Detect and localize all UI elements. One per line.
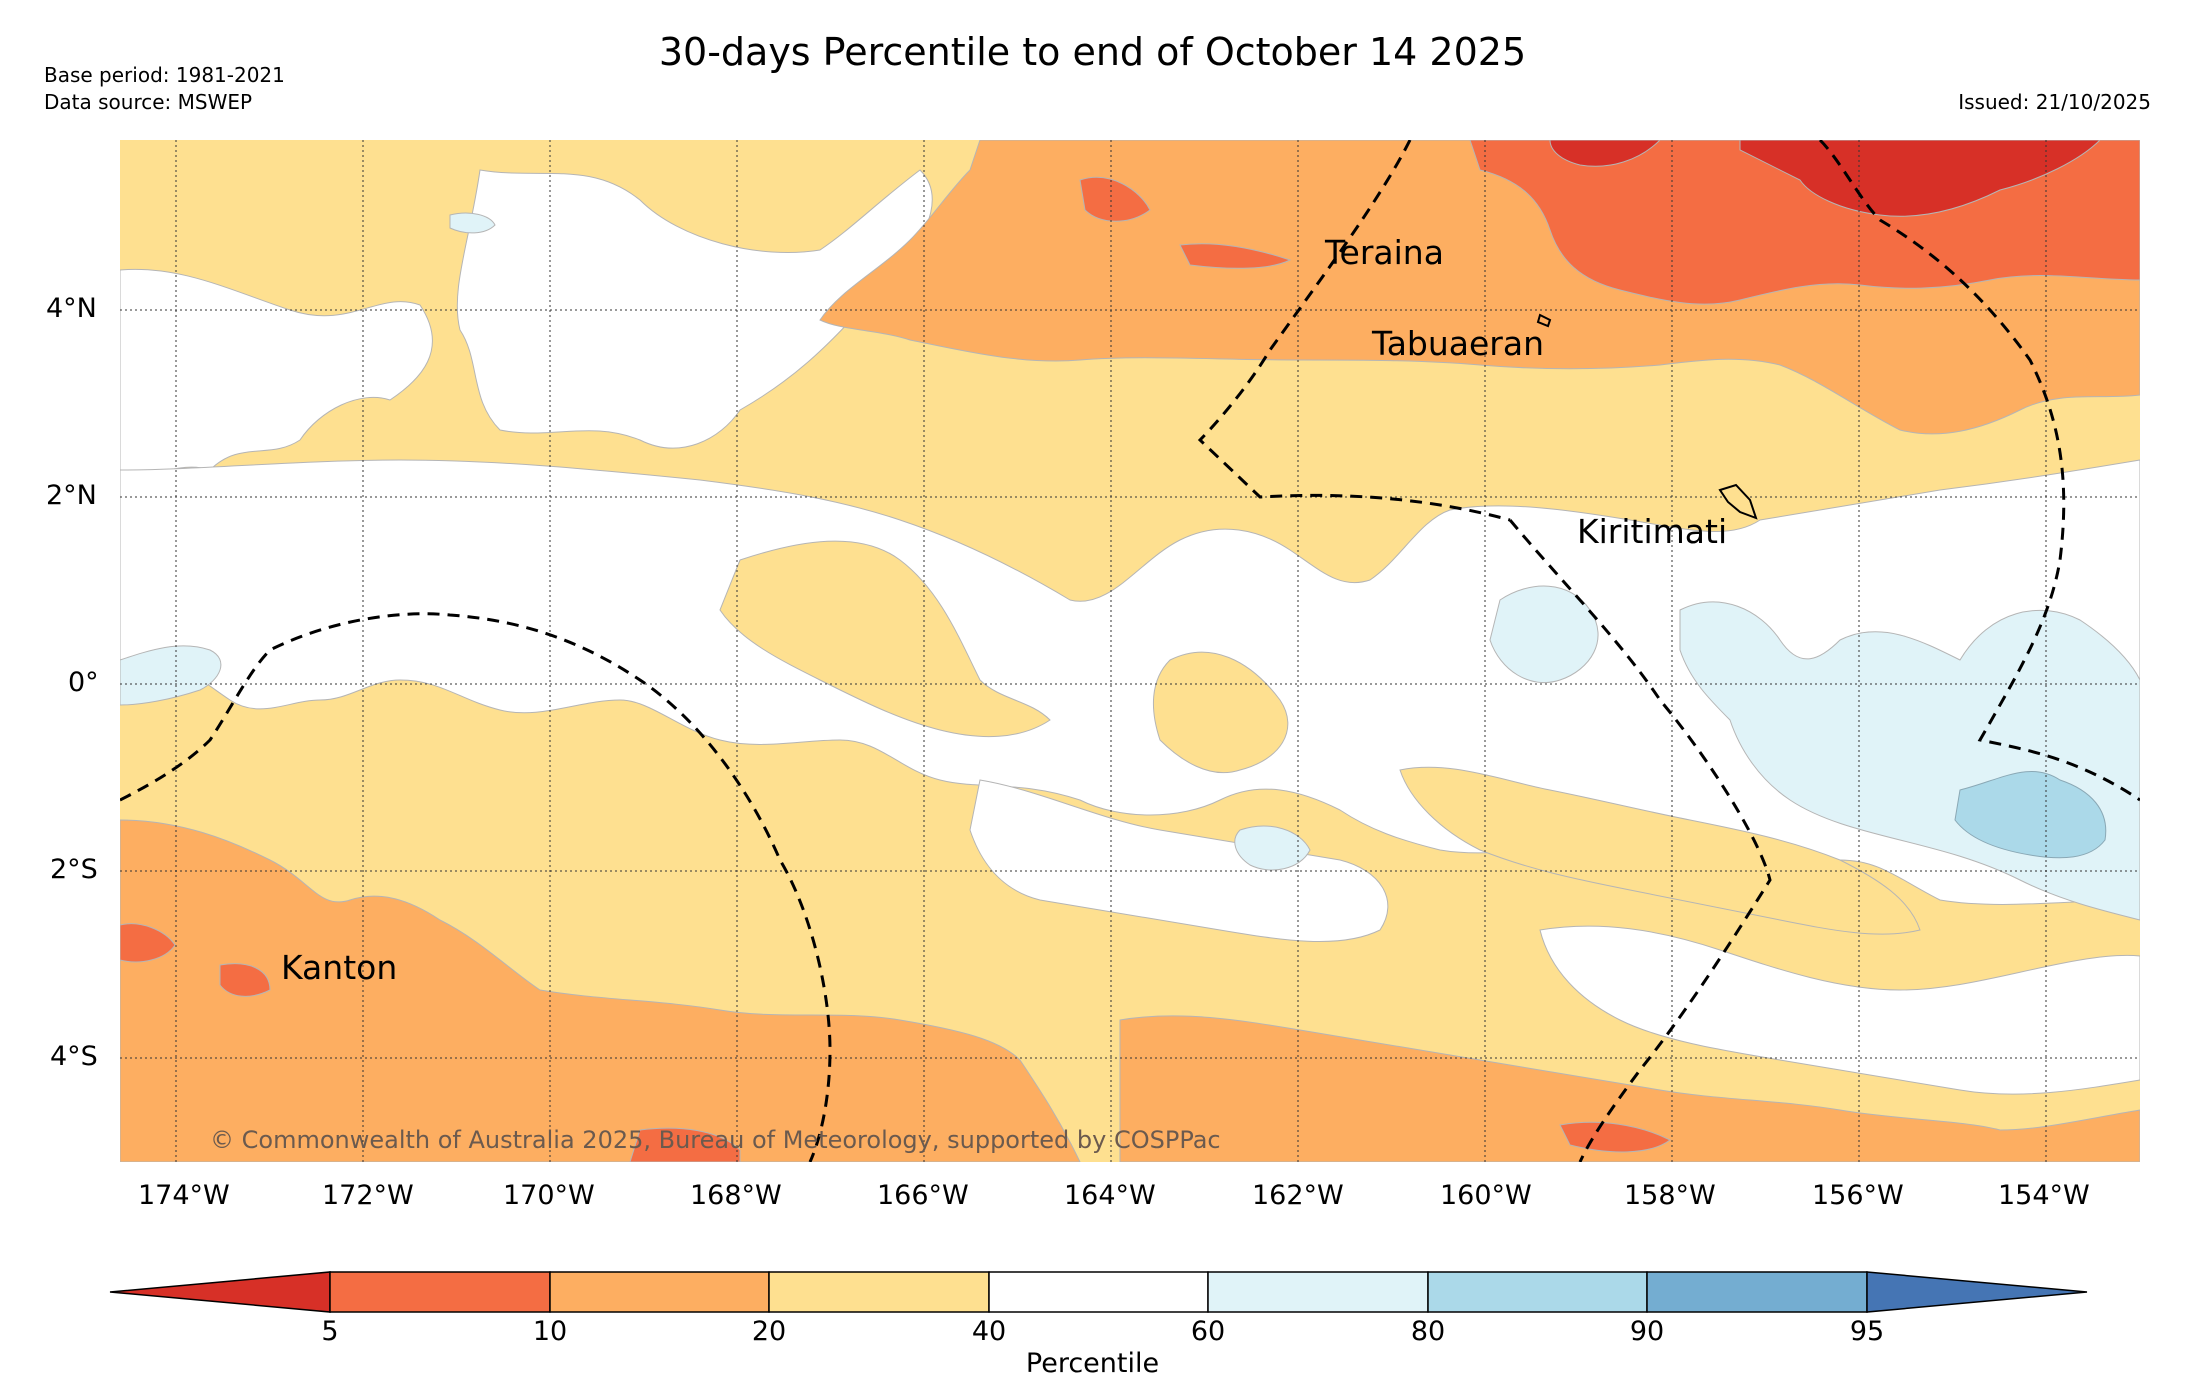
data-source-label: Data source: MSWEP — [44, 90, 253, 114]
map-gridlines — [120, 140, 2140, 1162]
lat-tick-label: 2°N — [46, 480, 97, 511]
kiritimati-island-outline — [1718, 483, 1758, 520]
eez-line-phoenix — [120, 612, 832, 1162]
lon-tick-label: 168°W — [690, 1180, 782, 1211]
lon-tick-label: 154°W — [1998, 1180, 2090, 1211]
eez-line-line-islands-north — [1197, 140, 1511, 522]
colorbar-tick-label: 60 — [1190, 1316, 1226, 1347]
base-period-label: Base period: 1981-2021 — [44, 63, 285, 87]
colorbar-tick-label: 40 — [971, 1316, 1007, 1347]
map-title: 30-days Percentile to end of October 14 … — [658, 30, 1527, 74]
colorbar-tick-label: 10 — [532, 1316, 568, 1347]
eez-line-line-islands-main — [1508, 519, 1772, 1162]
colorbar-segment-20-40 — [768, 1271, 990, 1313]
colorbar-segment-5-10 — [329, 1271, 551, 1313]
lat-tick-label: 4°S — [50, 1041, 98, 1072]
zone-10-20-southwest — [120, 819, 1081, 1162]
colorbar-segment-above-95 — [1866, 1271, 2088, 1313]
copyright-notice: © Commonwealth of Australia 2025, Bureau… — [210, 1126, 1221, 1154]
zone-below-5-north — [1549, 140, 1661, 167]
colorbar-segment-40-60 — [988, 1271, 1209, 1313]
issued-date-label: Issued: 21/10/2025 — [1958, 90, 2151, 114]
lon-tick-label: 172°W — [322, 1180, 414, 1211]
zone-5-10-west — [120, 923, 176, 963]
colorbar-title: Percentile — [1025, 1348, 1160, 1379]
place-label-teraina: Teraina — [1325, 233, 1444, 272]
zone-40-60-southeast — [1539, 925, 2140, 1095]
zone-60-80-west — [120, 645, 222, 706]
zone-20-40-central-blob — [1152, 651, 1289, 774]
lat-tick-label: 2°S — [50, 854, 98, 885]
colorbar-tick-label: 5 — [321, 1316, 339, 1347]
zone-60-80-south-small — [1234, 825, 1311, 871]
colorbar-segment-below-5 — [109, 1271, 331, 1313]
lon-tick-label: 156°W — [1812, 1180, 1904, 1211]
eez-boundaries — [120, 140, 2140, 1162]
colorbar — [109, 1271, 2088, 1313]
zone-40-60-south-center — [969, 779, 1389, 942]
zone-20-40-central-island — [719, 540, 1051, 737]
colorbar-segment-80-90 — [1427, 1271, 1648, 1313]
percentile-map — [120, 140, 2140, 1162]
tabuaeran-island-outline — [1536, 313, 1552, 328]
lon-tick-label: 162°W — [1252, 1180, 1344, 1211]
eez-line-east-arc — [1818, 140, 2140, 802]
lon-tick-label: 158°W — [1624, 1180, 1716, 1211]
zone-below-5-northeast — [1739, 140, 2101, 217]
colorbar-tick-label: 95 — [1849, 1316, 1885, 1347]
lat-tick-label: 0° — [68, 667, 99, 698]
colorbar-tick-label: 80 — [1410, 1316, 1446, 1347]
colorbar-segment-90-95 — [1646, 1271, 1868, 1313]
colorbar-segment-10-20 — [549, 1271, 770, 1313]
place-label-kiritimati: Kiritimati — [1577, 512, 1728, 551]
place-label-tabuaeran: Tabuaeran — [1372, 324, 1545, 363]
zone-5-10-north-strip — [1179, 243, 1292, 269]
lon-tick-label: 160°W — [1440, 1180, 1532, 1211]
zone-80-90-east — [1954, 771, 2107, 859]
zone-60-80-mid — [1489, 585, 1599, 684]
map-metadata: Base period: 1981-2021 Data source: MSWE… — [44, 62, 285, 116]
lon-tick-label: 164°W — [1064, 1180, 1156, 1211]
zone-10-20-southeast — [1119, 1015, 2140, 1162]
zone-5-10-south — [629, 1127, 741, 1162]
lon-tick-label: 174°W — [138, 1180, 230, 1211]
zone-20-40-south-band — [1399, 766, 1921, 935]
lon-tick-label: 170°W — [503, 1180, 595, 1211]
colorbar-tick-label: 20 — [751, 1316, 787, 1347]
place-label-kanton: Kanton — [281, 948, 398, 987]
zone-5-10-north-blob — [1079, 176, 1151, 222]
lon-tick-label: 166°W — [877, 1180, 969, 1211]
lat-tick-label: 4°N — [46, 293, 97, 324]
zone-40-60-west-mid — [120, 459, 2140, 905]
zone-5-10-kanton — [219, 963, 271, 997]
colorbar-tick-label: 90 — [1629, 1316, 1665, 1347]
zone-40-60-central-north — [456, 169, 933, 449]
zone-60-80-north-small — [449, 212, 496, 234]
colorbar-segment-60-80 — [1207, 1271, 1429, 1313]
